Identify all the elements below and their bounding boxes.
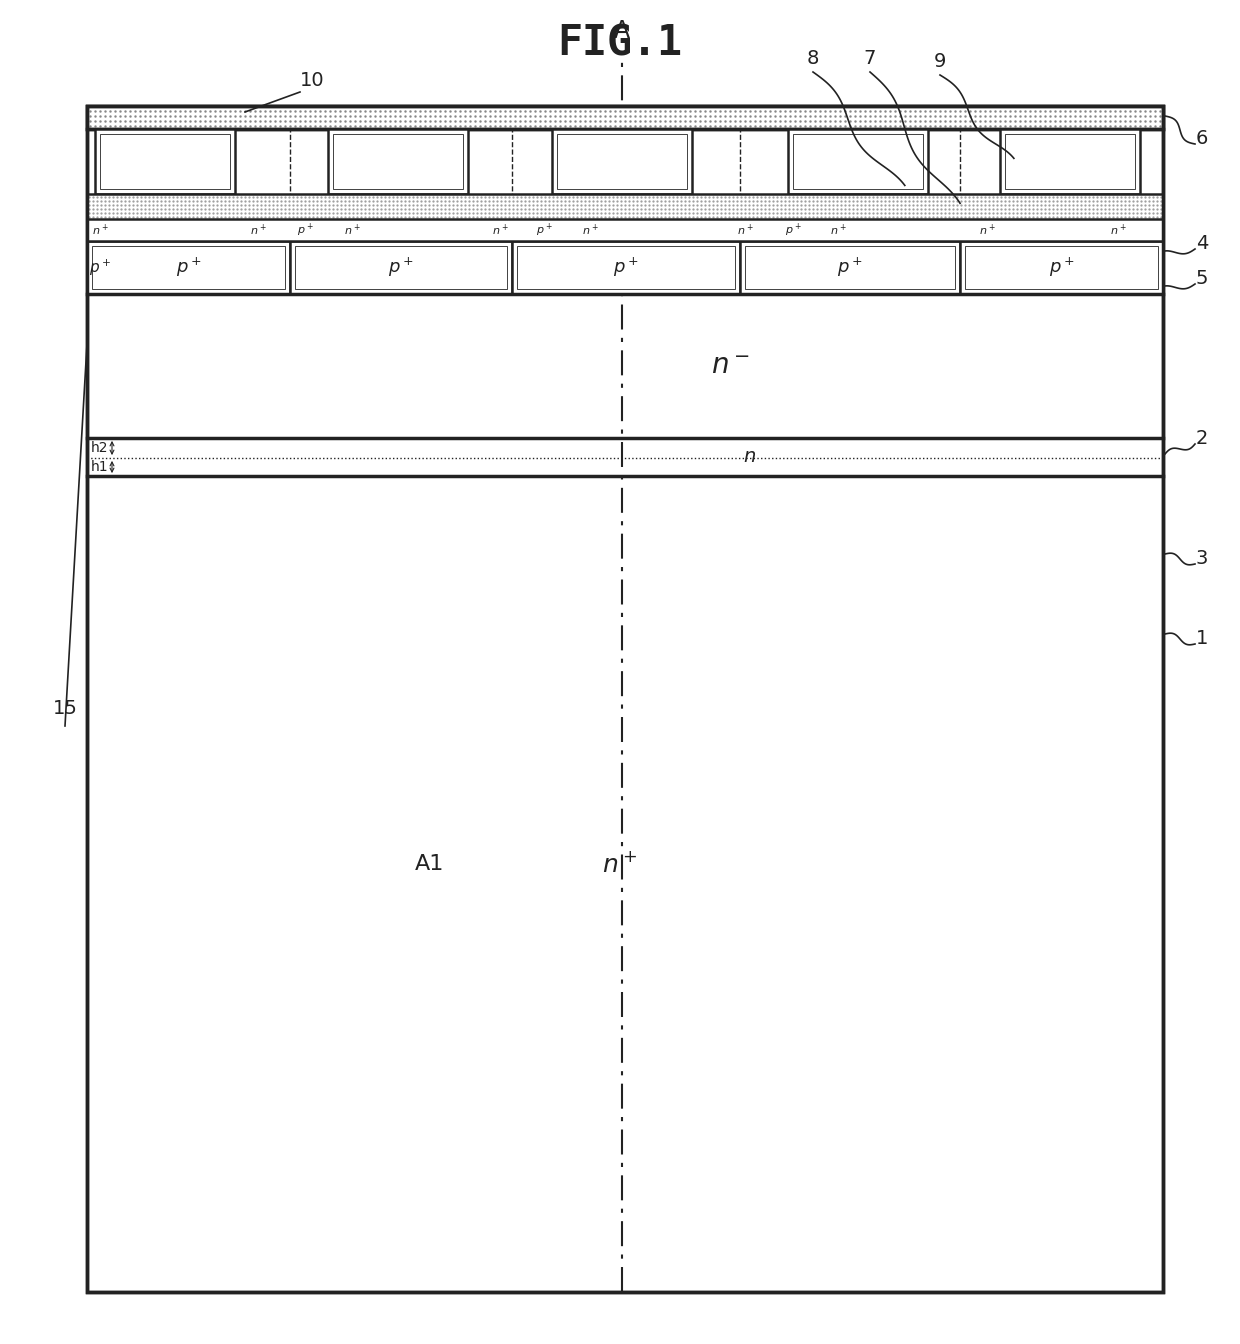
- Text: $p^+$: $p^+$: [613, 255, 639, 280]
- Text: 9: 9: [934, 52, 946, 71]
- Text: $n^+$: $n^+$: [830, 222, 847, 238]
- Text: h2: h2: [91, 441, 108, 456]
- Bar: [740, 241, 960, 294]
- Bar: [87, 241, 290, 294]
- Text: $p^+$: $p^+$: [837, 255, 863, 280]
- Bar: [329, 129, 467, 194]
- Bar: [557, 134, 687, 190]
- Text: $n^+$: $n^+$: [978, 222, 996, 238]
- Text: A1: A1: [415, 853, 445, 874]
- Text: $n^+$: $n^+$: [92, 222, 108, 238]
- Bar: [512, 241, 740, 294]
- Bar: [87, 106, 1163, 1292]
- Text: $n^+$: $n^+$: [737, 222, 754, 238]
- Text: $n$: $n$: [744, 448, 756, 466]
- Text: 8: 8: [807, 48, 820, 69]
- Bar: [87, 106, 1163, 129]
- Text: $p^+$: $p^+$: [296, 222, 314, 239]
- Text: $n^+$: $n^+$: [603, 852, 637, 876]
- Bar: [745, 246, 955, 289]
- Bar: [794, 134, 923, 190]
- Bar: [965, 246, 1158, 289]
- Bar: [517, 246, 735, 289]
- Bar: [334, 134, 463, 190]
- Text: 5: 5: [1195, 269, 1208, 288]
- Text: 10: 10: [300, 71, 325, 90]
- Text: $n^+$: $n^+$: [582, 222, 599, 238]
- Bar: [295, 246, 507, 289]
- Text: $n^-$: $n^-$: [711, 352, 749, 380]
- Bar: [92, 246, 285, 289]
- Bar: [787, 129, 928, 194]
- Text: $n^+$: $n^+$: [249, 222, 267, 238]
- Bar: [552, 129, 692, 194]
- Bar: [87, 194, 1163, 219]
- Text: $n^+$: $n^+$: [492, 222, 508, 238]
- Text: A: A: [614, 19, 630, 43]
- Text: 1: 1: [1195, 629, 1208, 648]
- Text: 4: 4: [1195, 234, 1208, 253]
- Bar: [1004, 134, 1135, 190]
- Bar: [960, 241, 1163, 294]
- Text: h1: h1: [91, 460, 108, 474]
- Text: $n^+$: $n^+$: [1110, 222, 1126, 238]
- Bar: [95, 129, 236, 194]
- Bar: [290, 241, 512, 294]
- Text: $n^+$: $n^+$: [343, 222, 361, 238]
- Text: $p^+$: $p^+$: [785, 222, 801, 239]
- Text: 6: 6: [1195, 129, 1208, 148]
- Text: $p^+$: $p^+$: [89, 257, 112, 278]
- Bar: [100, 134, 229, 190]
- Text: 3: 3: [1195, 548, 1208, 569]
- Bar: [999, 129, 1140, 194]
- Text: 2: 2: [1195, 429, 1208, 448]
- Text: FIG.1: FIG.1: [558, 23, 682, 65]
- Text: $p^+$: $p^+$: [1049, 255, 1075, 280]
- Text: 7: 7: [864, 48, 877, 69]
- Bar: [87, 106, 1163, 1292]
- Text: $p^+$: $p^+$: [176, 255, 201, 280]
- Text: 15: 15: [52, 699, 77, 718]
- Bar: [87, 219, 1163, 241]
- Text: $p^+$: $p^+$: [536, 222, 552, 239]
- Text: $p^+$: $p^+$: [388, 255, 414, 280]
